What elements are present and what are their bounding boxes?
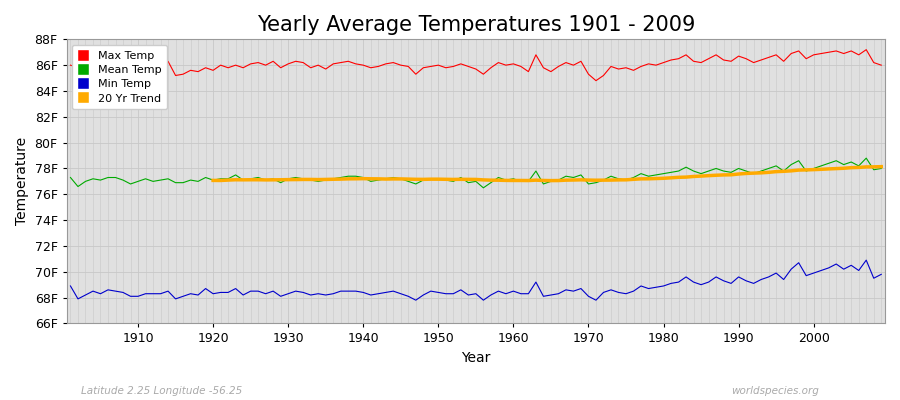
Legend: Max Temp, Mean Temp, Min Temp, 20 Yr Trend: Max Temp, Mean Temp, Min Temp, 20 Yr Tre… xyxy=(72,45,167,109)
Title: Yearly Average Temperatures 1901 - 2009: Yearly Average Temperatures 1901 - 2009 xyxy=(256,15,695,35)
Text: worldspecies.org: worldspecies.org xyxy=(731,386,819,396)
Text: Latitude 2.25 Longitude -56.25: Latitude 2.25 Longitude -56.25 xyxy=(81,386,242,396)
X-axis label: Year: Year xyxy=(461,351,491,365)
Y-axis label: Temperature: Temperature xyxy=(15,137,29,226)
